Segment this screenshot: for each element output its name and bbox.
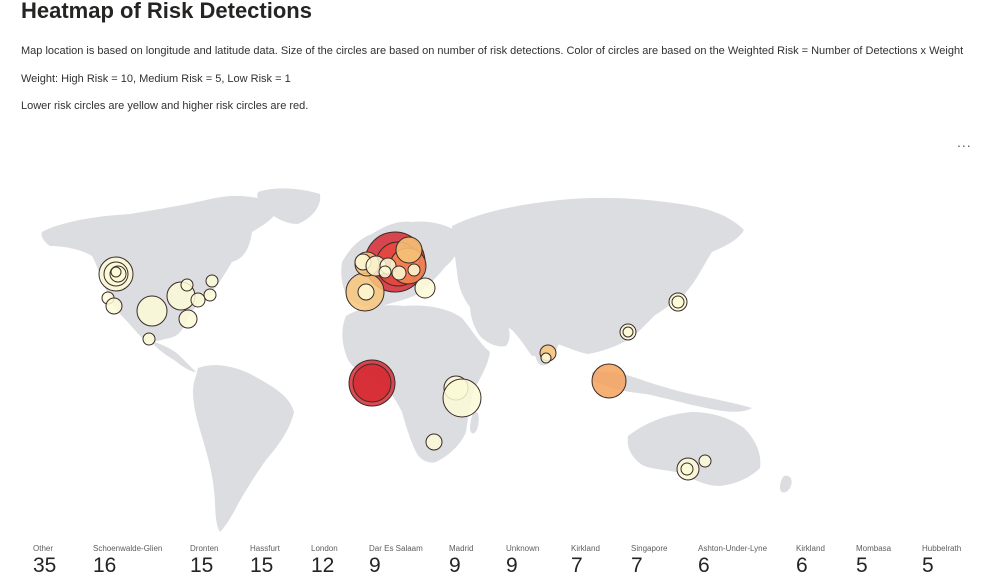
detection-count: 9 xyxy=(506,554,518,577)
location-name: Kirkland xyxy=(571,544,600,553)
detection-count: 5 xyxy=(856,554,868,577)
detection-count: 5 xyxy=(922,554,934,577)
risk-bubble[interactable] xyxy=(178,309,198,329)
risk-bubble[interactable] xyxy=(407,263,421,277)
detection-count: 7 xyxy=(571,554,583,577)
detection-count: 35 xyxy=(33,554,57,577)
location-name: London xyxy=(311,544,338,553)
location-tile: Unknown 9 xyxy=(506,544,539,577)
risk-bubble[interactable] xyxy=(671,295,685,309)
location-name: Schoenwalde-Glien xyxy=(93,544,163,553)
description-text: Map location is based on longitude and l… xyxy=(21,45,964,57)
australia xyxy=(627,412,761,486)
risk-bubble[interactable] xyxy=(105,297,123,315)
location-name: Dronten xyxy=(190,544,219,553)
more-options-icon[interactable]: ... xyxy=(957,134,972,150)
detection-count: 15 xyxy=(250,554,274,577)
risk-bubble[interactable] xyxy=(203,288,217,302)
location-tile: Mombasa 5 xyxy=(856,544,891,577)
madagascar xyxy=(470,411,479,434)
risk-bubble[interactable] xyxy=(698,454,712,468)
location-tile: Singapore 7 xyxy=(631,544,667,577)
world-map[interactable] xyxy=(0,185,999,540)
risk-bubble[interactable] xyxy=(414,277,436,299)
north-america xyxy=(41,195,281,342)
arabia xyxy=(470,305,510,347)
location-name: Mombasa xyxy=(856,544,892,553)
location-name: Kirkland xyxy=(796,544,825,553)
risk-bubble[interactable] xyxy=(391,265,407,281)
location-name: Madrid xyxy=(449,544,474,553)
risk-bubble[interactable] xyxy=(425,433,443,451)
risk-bubble[interactable] xyxy=(352,363,392,403)
risk-bubble[interactable] xyxy=(591,363,627,399)
location-tile: Dronten 15 xyxy=(190,544,218,577)
location-name: Singapore xyxy=(631,544,668,553)
location-tile: Other 35 xyxy=(33,544,56,577)
detection-count: 9 xyxy=(369,554,381,577)
location-tile: Schoenwalde-Glien 16 xyxy=(93,544,162,577)
location-name: Other xyxy=(33,544,54,553)
risk-bubble[interactable] xyxy=(190,292,206,308)
location-name: Unknown xyxy=(506,544,540,553)
detection-count: 16 xyxy=(93,554,117,577)
risk-bubble[interactable] xyxy=(357,283,375,301)
risk-bubbles xyxy=(98,231,712,481)
location-tile: Hubbelrath 5 xyxy=(922,544,961,577)
risk-bubble[interactable] xyxy=(136,295,168,327)
location-name: Dar Es Salaam xyxy=(369,544,423,553)
risk-bubble[interactable] xyxy=(622,326,634,338)
weight-text: Weight: High Risk = 10, Medium Risk = 5,… xyxy=(21,73,291,85)
detection-count: 7 xyxy=(631,554,643,577)
south-america xyxy=(193,365,294,532)
location-tile: Dar Es Salaam 9 xyxy=(369,544,423,577)
location-name: Ashton-Under-Lyne xyxy=(698,544,768,553)
greenland xyxy=(257,188,321,224)
location-tile: London 12 xyxy=(311,544,338,577)
central-america xyxy=(150,340,196,372)
detection-count: 9 xyxy=(449,554,461,577)
location-tile: Kirkland 6 xyxy=(796,544,825,577)
risk-bubble[interactable] xyxy=(110,266,122,278)
risk-bubble[interactable] xyxy=(142,332,156,346)
africa xyxy=(342,305,490,463)
location-name: Hassfurt xyxy=(250,544,280,553)
detection-count: 15 xyxy=(190,554,214,577)
location-tile: Madrid 9 xyxy=(449,544,473,577)
detection-count: 12 xyxy=(311,554,335,577)
location-tile: Ashton-Under-Lyne 6 xyxy=(698,544,767,577)
location-tile: Hassfurt 15 xyxy=(250,544,280,577)
top-locations-strip: Other 35 Schoenwalde-Glien 16 Dronten 15… xyxy=(0,544,999,578)
color-legend-text: Lower risk circles are yellow and higher… xyxy=(21,100,309,112)
new-zealand xyxy=(780,475,792,493)
risk-bubble[interactable] xyxy=(442,378,482,418)
location-tile: Kirkland 7 xyxy=(571,544,600,577)
detection-count: 6 xyxy=(698,554,710,577)
location-name: Hubbelrath xyxy=(922,544,962,553)
risk-bubble[interactable] xyxy=(540,352,552,364)
risk-bubble[interactable] xyxy=(205,274,219,288)
risk-bubble[interactable] xyxy=(378,265,392,279)
page-title: Heatmap of Risk Detections xyxy=(21,0,312,23)
detection-count: 6 xyxy=(796,554,808,577)
risk-bubble[interactable] xyxy=(680,462,694,476)
risk-bubble[interactable] xyxy=(395,236,423,264)
risk-bubble[interactable] xyxy=(180,278,194,292)
indonesia xyxy=(592,371,752,412)
